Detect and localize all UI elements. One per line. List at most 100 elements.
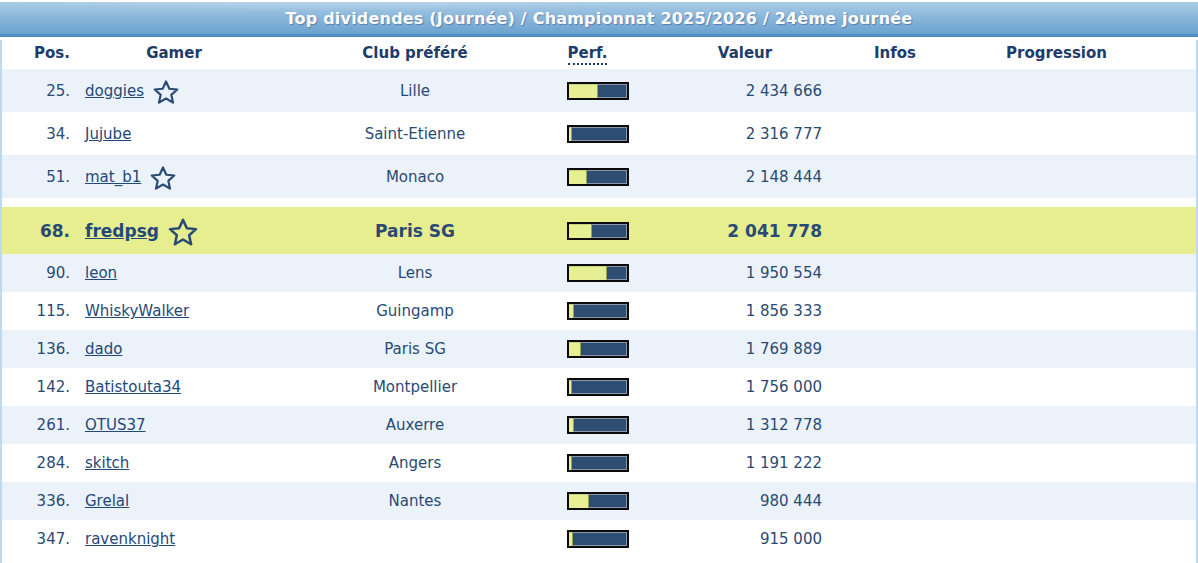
column-header-infos: Infos [835, 44, 955, 62]
pos-cell: 142. [0, 378, 78, 396]
gamer-link[interactable]: Grelal [85, 492, 129, 510]
gamer-link[interactable]: fredpsg [85, 221, 159, 241]
gamer-cell: fredpsg [78, 215, 300, 247]
pos-cell: 284. [0, 454, 78, 472]
gamer-link[interactable]: WhiskyWalker [85, 302, 189, 320]
table-row: 284. skitch Angers 1 191 222 [0, 444, 1198, 482]
gamer-cell: doggies [78, 77, 300, 105]
valeur-cell: 1 856 333 [665, 302, 835, 320]
perf-bar-fill [569, 494, 590, 508]
gamer-cell: Jujube [78, 125, 300, 143]
valeur-cell: 1 191 222 [665, 454, 835, 472]
gamer-cell: Grelal [78, 492, 300, 510]
valeur-cell: 2 148 444 [665, 168, 835, 186]
perf-bar [567, 168, 629, 186]
table-row: 261.OTUS37Auxerre1 312 778 [0, 406, 1198, 444]
table-row: 68. fredpsg Paris SG 2 041 778 [0, 207, 1198, 254]
perf-cell [530, 302, 665, 320]
perf-cell [530, 416, 665, 434]
perf-bar-fill [569, 380, 572, 394]
club-cell: Monaco [300, 168, 530, 186]
perf-bar [567, 82, 629, 100]
perf-bar-fill [569, 266, 608, 280]
gamer-link[interactable]: mat_b1 [85, 168, 141, 186]
valeur-cell: 1 756 000 [665, 378, 835, 396]
table-row: 115. WhiskyWalker Guingamp 1 856 333 [0, 292, 1198, 330]
perf-cell [530, 530, 665, 548]
table-row: 336.GrelalNantes980 444 [0, 482, 1198, 520]
club-cell: Guingamp [300, 302, 530, 320]
perf-bar [567, 302, 629, 320]
perf-bar-fill [569, 170, 588, 184]
valeur-cell: 1 769 889 [665, 340, 835, 358]
gamer-link[interactable]: skitch [85, 454, 129, 472]
gamer-link[interactable]: ravenknight [85, 530, 175, 548]
gamer-link[interactable]: leon [85, 264, 117, 282]
pos-cell: 90. [0, 264, 78, 282]
perf-bar-fill [569, 418, 574, 432]
valeur-cell: 1 950 554 [665, 264, 835, 282]
perf-bar-fill [569, 127, 572, 141]
column-header-pos: Pos. [0, 44, 78, 62]
perf-bar [567, 264, 629, 282]
perf-bar-fill [569, 304, 574, 318]
perf-cell [530, 454, 665, 472]
club-cell: Angers [300, 454, 530, 472]
club-cell: Lille [300, 82, 530, 100]
table-header: Pos. Gamer Club préféré Perf. Valeur Inf… [0, 37, 1198, 69]
table-row: 34.JujubeSaint-Etienne2 316 777 [0, 112, 1198, 155]
gamer-cell: leon [78, 264, 300, 282]
gamer-cell: Batistouta34 [78, 378, 300, 396]
perf-bar [567, 125, 629, 143]
pos-cell: 336. [0, 492, 78, 510]
table-body: 25.doggiesLille2 434 66634.JujubeSaint-E… [0, 69, 1198, 558]
perf-bar-fill [569, 84, 598, 98]
perf-bar [567, 530, 629, 548]
gamer-link[interactable]: dado [85, 340, 122, 358]
pos-cell: 34. [0, 125, 78, 143]
table-row: 142. Batistouta34 Montpellier 1 756 000 [0, 368, 1198, 406]
table-row: 25.doggiesLille2 434 666 [0, 69, 1198, 112]
perf-tooltip-label[interactable]: Perf. [568, 44, 608, 65]
perf-cell [530, 222, 665, 240]
gamer-cell: WhiskyWalker [78, 302, 300, 320]
club-cell: Montpellier [300, 378, 530, 396]
perf-cell [530, 492, 665, 510]
gamer-link[interactable]: OTUS37 [85, 416, 146, 434]
valeur-cell: 2 434 666 [665, 82, 835, 100]
favorite-star-icon[interactable] [153, 79, 179, 105]
perf-bar [567, 340, 629, 358]
club-cell: Nantes [300, 492, 530, 510]
pos-cell: 115. [0, 302, 78, 320]
perf-cell [530, 168, 665, 186]
perf-cell [530, 378, 665, 396]
column-header-club: Club préféré [300, 44, 530, 62]
perf-bar-fill [569, 342, 582, 356]
gamer-cell: skitch [78, 454, 300, 472]
leaderboard-panel: Top dividendes (Journée) / Championnat 2… [0, 0, 1198, 563]
panel-left-border [0, 40, 2, 563]
gamer-link[interactable]: doggies [85, 82, 144, 100]
perf-bar [567, 492, 629, 510]
favorite-star-icon[interactable] [150, 165, 176, 191]
valeur-cell: 2 316 777 [665, 125, 835, 143]
pos-cell: 347. [0, 530, 78, 548]
perf-bar-fill [569, 456, 572, 470]
table-row: 51. mat_b1 Monaco 2 148 444 [0, 155, 1198, 198]
table-row: 136.dadoParis SG1 769 889 [0, 330, 1198, 368]
valeur-cell: 2 041 778 [665, 221, 835, 241]
pos-cell: 51. [0, 168, 78, 186]
gamer-link[interactable]: Batistouta34 [85, 378, 181, 396]
favorite-star-icon[interactable] [168, 217, 198, 247]
panel-title: Top dividendes (Journée) / Championnat 2… [0, 2, 1198, 37]
gamer-cell: ravenknight [78, 530, 300, 548]
perf-cell [530, 125, 665, 143]
club-cell: Lens [300, 264, 530, 282]
gamer-link[interactable]: Jujube [85, 125, 131, 143]
perf-cell [530, 82, 665, 100]
column-header-perf[interactable]: Perf. [530, 44, 665, 62]
pos-cell: 68. [0, 221, 78, 241]
gamer-cell: mat_b1 [78, 163, 300, 191]
club-cell: Paris SG [300, 221, 530, 241]
perf-bar [567, 416, 629, 434]
